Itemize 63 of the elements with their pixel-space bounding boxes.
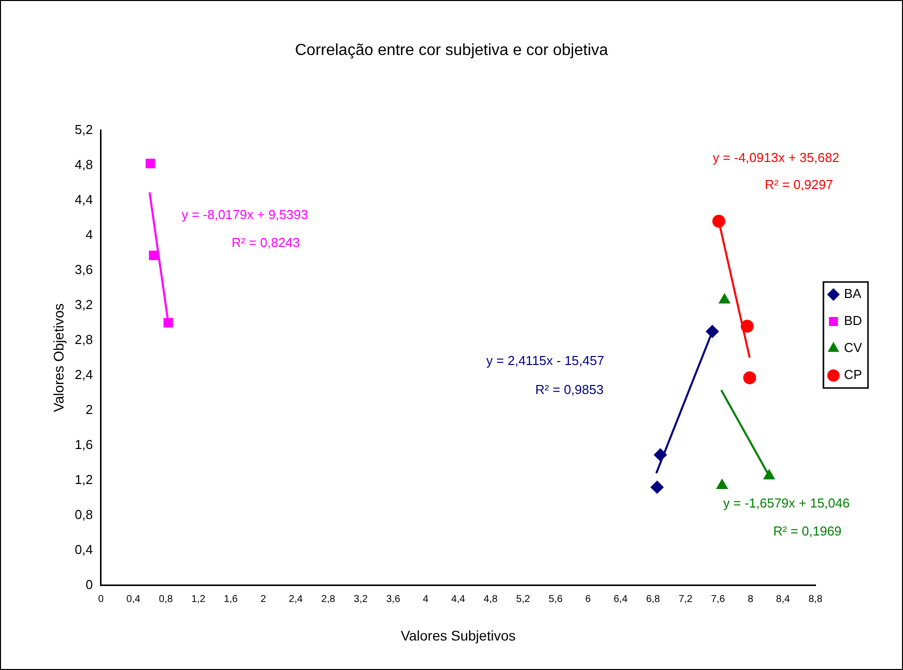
x-tick-label: 0,4 xyxy=(126,594,141,605)
point xyxy=(716,478,728,489)
x-tick-label: 0,8 xyxy=(158,594,174,605)
x-tick-label: 0 xyxy=(98,594,104,605)
y-tick-label: 2 xyxy=(86,402,93,417)
point xyxy=(743,371,756,384)
x-tick-label: 2,8 xyxy=(321,594,336,605)
point xyxy=(654,448,667,462)
x-tick-label: 5,2 xyxy=(516,594,531,605)
x-tick-label: 8 xyxy=(748,594,754,605)
y-tick-label: 4 xyxy=(86,226,93,242)
x-tick-label: 6,8 xyxy=(646,594,660,605)
y-tick-label: 2,8 xyxy=(74,332,93,347)
legend-label: CV xyxy=(844,340,862,356)
point xyxy=(148,250,158,260)
y-axis-title: Valores Objetivos xyxy=(50,303,66,412)
x-tick-label: 5,6 xyxy=(548,594,563,605)
x-tick-label: 2,4 xyxy=(288,594,304,605)
annotation: R² = 0,8243 xyxy=(232,234,300,250)
point xyxy=(712,214,726,228)
legend-label: BA xyxy=(844,286,862,302)
y-tick-label: 2,4 xyxy=(74,366,93,382)
annotation: y = -8,0179x + 9,5393 xyxy=(182,206,308,222)
x-tick-label: 6 xyxy=(585,594,592,605)
x-axis-title: Valores Subjetivos xyxy=(400,627,516,644)
x-tick-label: 1,2 xyxy=(191,594,206,605)
point xyxy=(763,469,775,480)
y-tick-label: 4,8 xyxy=(74,156,93,172)
point xyxy=(164,318,174,328)
x-tick-label: 7,2 xyxy=(678,594,693,605)
y-tick-label: 1,6 xyxy=(74,436,93,452)
y-tick-label: 3,2 xyxy=(74,296,93,312)
x-tick-label: 4,4 xyxy=(451,594,466,605)
y-tick-label: 4,4 xyxy=(74,192,93,207)
annotation: R² = 0,9853 xyxy=(535,382,604,397)
legend-label: CP xyxy=(844,367,862,382)
y-tick-label: 0 xyxy=(86,576,93,592)
x-tick-label: 1,6 xyxy=(224,594,238,605)
point xyxy=(650,480,664,494)
x-tick-label: 7,6 xyxy=(711,594,726,605)
annotation: y = 2,4115x - 15,457 xyxy=(486,352,604,368)
x-tick-label: 3,2 xyxy=(354,594,368,605)
annotation: R² = 0,1969 xyxy=(773,524,842,539)
x-tick-label: 4 xyxy=(422,594,429,605)
y-tick-label: 3,6 xyxy=(74,262,93,277)
point xyxy=(146,158,156,168)
x-tick-label: 3,6 xyxy=(386,594,401,605)
point xyxy=(740,320,754,333)
annotation: R² = 0,9297 xyxy=(764,176,834,192)
chart-title: Correlação entre cor subjetiva e cor objetiva xyxy=(294,42,608,60)
x-tick-label: 6,4 xyxy=(614,594,628,605)
annotation: y = -1,6579x + 15,046 xyxy=(723,496,850,511)
annotation: y = -4,0913x + 35,682 xyxy=(712,150,840,165)
y-tick-label: 0,8 xyxy=(74,506,93,522)
x-tick-label: 4,8 xyxy=(484,594,498,605)
legend-label: BD xyxy=(844,313,862,328)
y-tick-label: 1,2 xyxy=(74,472,93,487)
x-tick-label: 8,8 xyxy=(808,594,823,605)
y-tick-label: 0,4 xyxy=(74,542,93,557)
point xyxy=(706,324,719,338)
x-tick-label: 8,4 xyxy=(776,594,790,605)
x-tick-label: 2 xyxy=(260,594,266,605)
y-tick-label: 5,2 xyxy=(74,122,93,137)
